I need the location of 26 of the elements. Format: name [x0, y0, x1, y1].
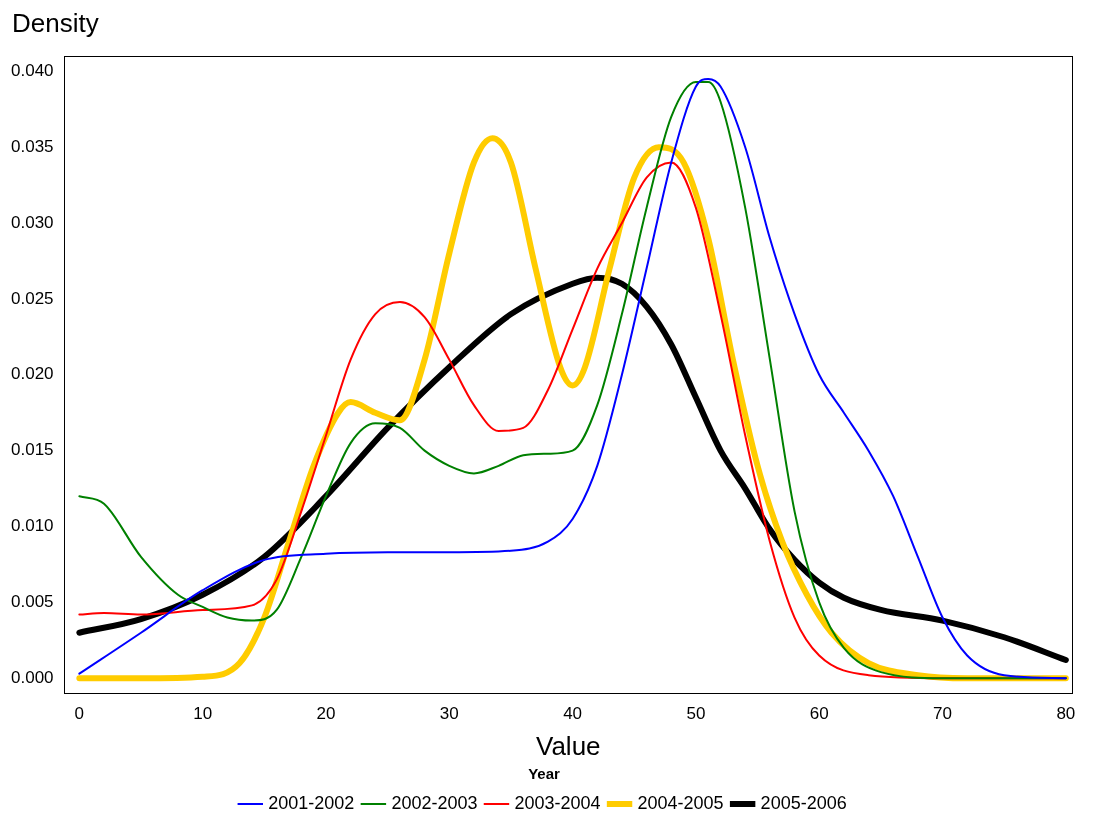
- legend-label: 2001-2002: [268, 792, 355, 813]
- x-axis-title: Value: [535, 730, 601, 761]
- x-tick-label: 40: [563, 704, 583, 724]
- y-tick-label: 0.035: [10, 136, 54, 156]
- legend-label: 2005-2006: [760, 792, 847, 813]
- legend-label: 2003-2004: [514, 792, 601, 813]
- x-tick-label: 20: [316, 704, 336, 724]
- x-tick-label: 60: [809, 704, 829, 724]
- y-axis-title: Density: [12, 8, 100, 39]
- y-tick-label: 0.015: [10, 440, 54, 460]
- legend-label: 2002-2003: [391, 792, 478, 813]
- y-tick-label: 0.000: [10, 667, 54, 687]
- x-tick-label: 30: [439, 704, 459, 724]
- y-tick-label: 0.010: [10, 516, 54, 536]
- y-tick-label: 0.020: [10, 364, 54, 384]
- x-tick-label: 70: [933, 704, 952, 724]
- y-tick-label: 0.025: [10, 288, 54, 308]
- x-tick-label: 50: [686, 704, 706, 724]
- y-tick-label: 0.040: [10, 61, 54, 81]
- y-tick-label: 0.005: [10, 592, 54, 612]
- legend-title: Year: [528, 764, 561, 782]
- legend-label: 2004-2005: [637, 792, 724, 813]
- y-tick-label: 0.030: [10, 212, 54, 232]
- x-tick-label: 10: [193, 704, 213, 724]
- x-tick-label: 80: [1056, 704, 1076, 724]
- x-tick-label: 0: [74, 704, 85, 724]
